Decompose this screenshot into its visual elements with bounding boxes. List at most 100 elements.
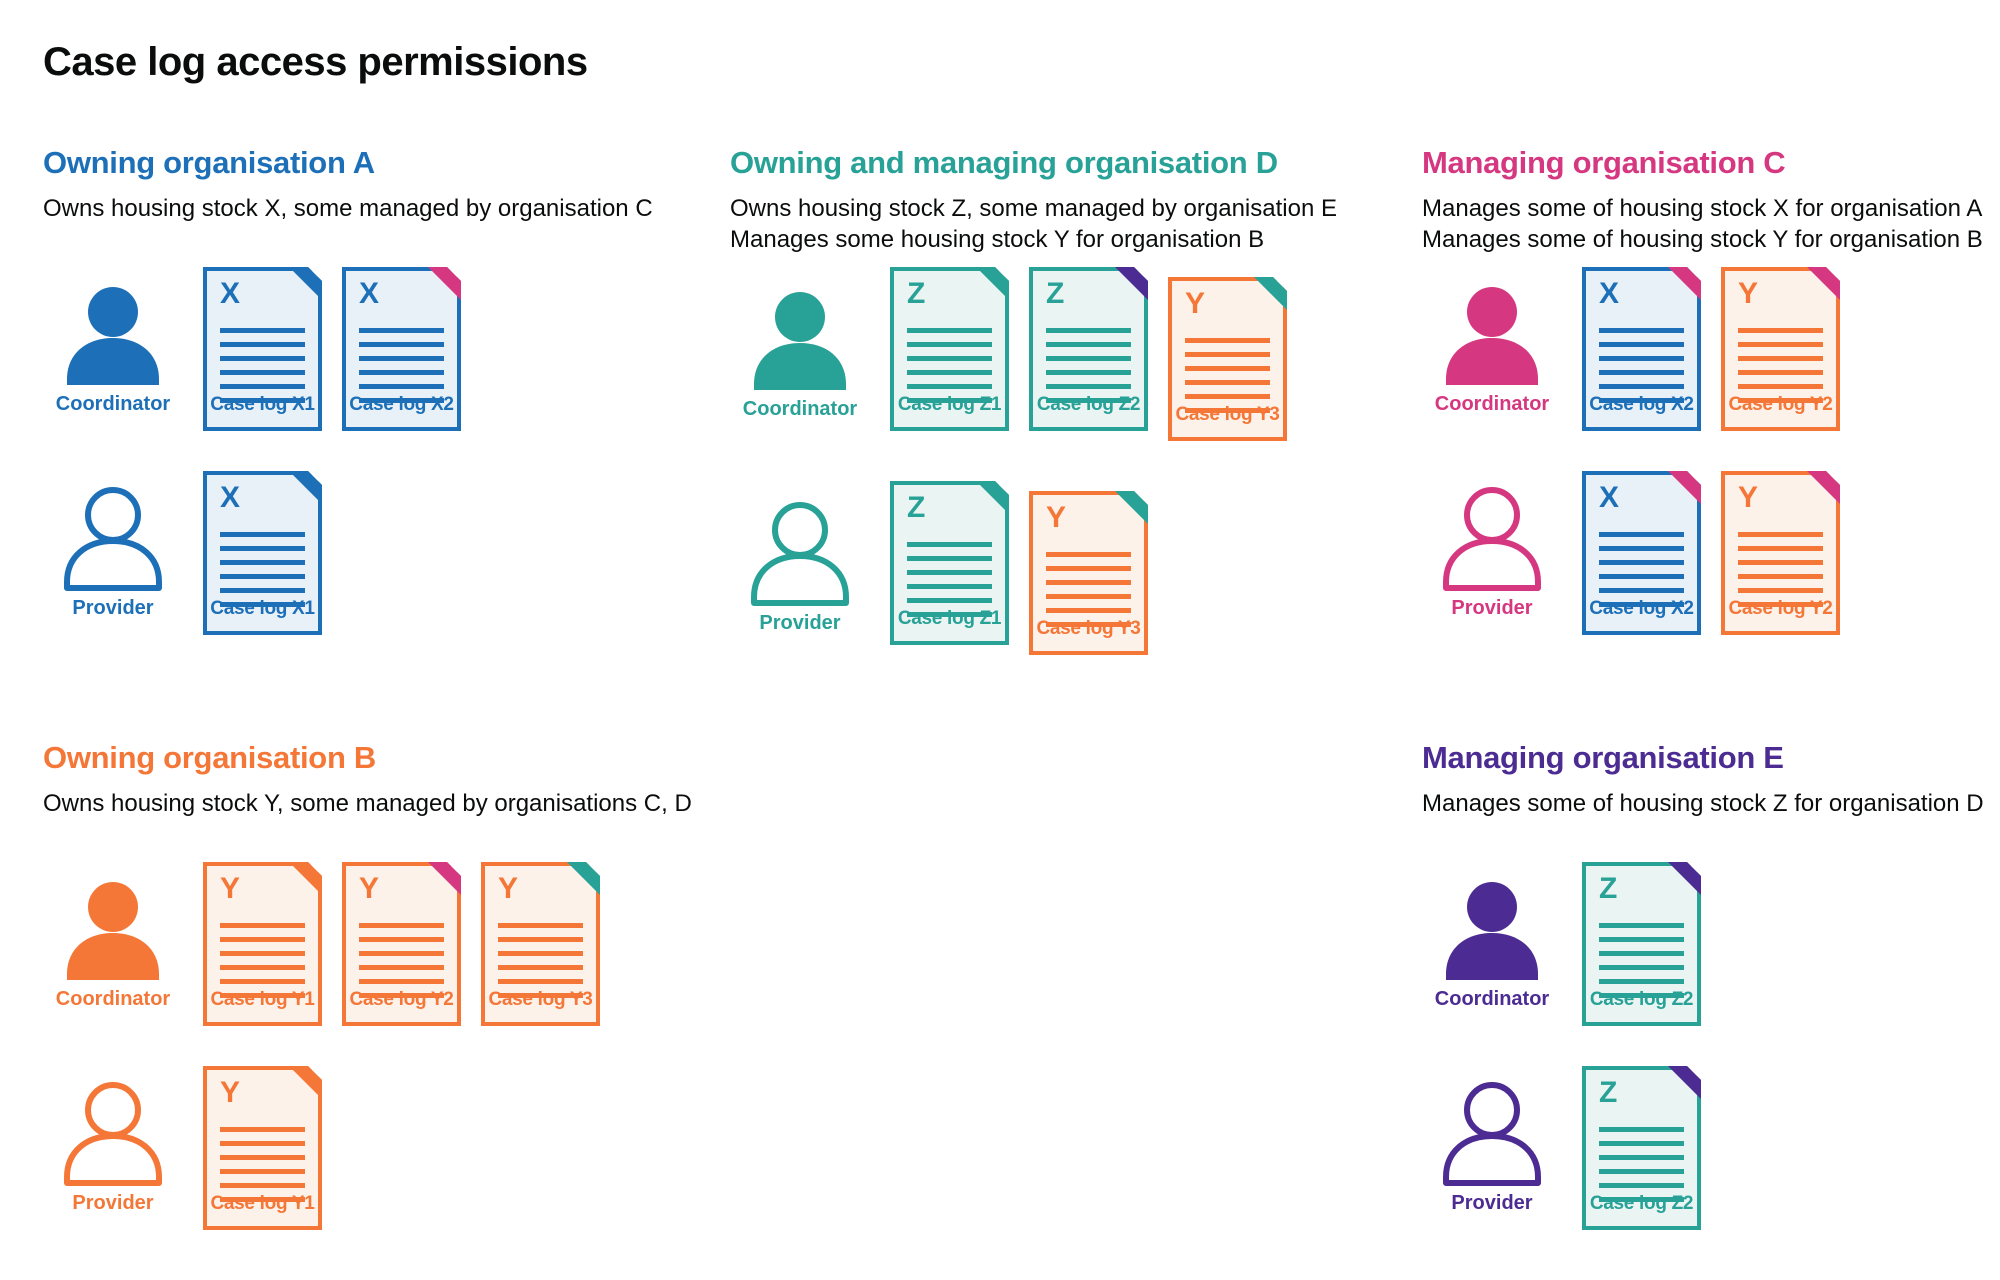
folded-corner-icon bbox=[1115, 267, 1148, 300]
document-text-lines-icon bbox=[1738, 328, 1823, 403]
section-title: Owning organisation B bbox=[43, 740, 376, 775]
document-caption: Case log X2 bbox=[1589, 598, 1694, 619]
provider-icon bbox=[1440, 1081, 1544, 1186]
person-block: Provider bbox=[730, 501, 870, 635]
case-log-docs: X Case log X1 X Case log X2 bbox=[203, 267, 461, 431]
coordinator-icon bbox=[1440, 878, 1544, 982]
person-outline-glyph bbox=[1443, 1081, 1541, 1186]
case-log-document: X Case log X1 bbox=[203, 471, 322, 635]
case-log-docs: Y Case log Y1 Y Case log Y2 Y bbox=[203, 862, 600, 1026]
folded-corner-icon bbox=[567, 862, 600, 895]
person-row: Coordinator Y Case log Y1 Y Case log Y2 … bbox=[43, 862, 730, 1026]
coordinator-icon bbox=[61, 283, 165, 387]
document-caption: Case log Y1 bbox=[210, 1193, 315, 1214]
person-role-label: Provider bbox=[759, 611, 841, 634]
document-letter: Y bbox=[220, 1076, 241, 1109]
document-letter: Z bbox=[1599, 872, 1618, 905]
section-description-line: Manages some of housing stock X for orga… bbox=[1422, 195, 1983, 222]
document-caption: Case log Z1 bbox=[897, 608, 1002, 629]
folded-corner-icon bbox=[428, 862, 461, 895]
section-description-line: Owns housing stock Z, some managed by or… bbox=[730, 195, 1337, 222]
person-row: Coordinator X Case log X1 X Case log X2 bbox=[43, 267, 730, 431]
person-row: Coordinator X Case log X2 Y Case log Y2 bbox=[1422, 267, 1984, 431]
document-letter: Z bbox=[907, 277, 926, 310]
document-text-lines-icon bbox=[359, 923, 444, 998]
folded-corner-icon bbox=[428, 267, 461, 300]
person-block: Coordinator bbox=[43, 283, 183, 416]
case-log-document: Y Case log Y2 bbox=[342, 862, 461, 1026]
folded-corner-icon bbox=[1668, 862, 1701, 895]
person-block: Coordinator bbox=[43, 878, 183, 1011]
permission-rows: Coordinator X Case log X1 X Case log X2 bbox=[43, 267, 730, 635]
document-caption: Case log Z2 bbox=[1589, 1193, 1694, 1214]
document-letter: Z bbox=[907, 491, 926, 524]
coordinator-icon bbox=[61, 878, 165, 982]
section-description-line: Owns housing stock X, some managed by or… bbox=[43, 195, 653, 222]
case-log-document: Y Case log Y2 bbox=[1721, 267, 1840, 431]
person-block: Provider bbox=[1422, 486, 1562, 620]
person-filled-glyph bbox=[754, 291, 846, 390]
document-caption: Case log X1 bbox=[210, 394, 315, 415]
case-log-docs: Z Case log Z2 bbox=[1582, 862, 1701, 1026]
provider-icon bbox=[61, 1081, 165, 1186]
document-letter: Y bbox=[1738, 481, 1759, 514]
document-caption: Case log Z1 bbox=[897, 394, 1002, 415]
document-letter: Y bbox=[220, 872, 241, 905]
person-row: Provider X Case log X2 Y Case log Y2 bbox=[1422, 471, 1984, 635]
document-caption: Case log Y3 bbox=[1036, 618, 1141, 639]
document-caption: Case log X2 bbox=[1589, 394, 1694, 415]
section-description: Owns housing stock X, some managed by or… bbox=[43, 193, 730, 257]
permission-rows: Coordinator X Case log X2 Y Case log Y2 bbox=[1422, 267, 1984, 635]
folded-corner-icon bbox=[976, 267, 1009, 300]
case-log-docs: Z Case log Z1 Y Case log Y3 bbox=[890, 481, 1148, 655]
document-caption: Case log Y3 bbox=[488, 989, 593, 1010]
person-block: Coordinator bbox=[730, 288, 870, 421]
document-text-lines-icon bbox=[1738, 532, 1823, 607]
folded-corner-icon bbox=[1254, 277, 1287, 310]
document-text-lines-icon bbox=[1599, 923, 1684, 998]
case-log-docs: X Case log X1 bbox=[203, 471, 322, 635]
person-filled-glyph bbox=[1446, 286, 1538, 385]
folded-corner-icon bbox=[1807, 471, 1840, 504]
section-description-line: Manages some of housing stock Z for orga… bbox=[1422, 790, 1984, 817]
person-role-label: Provider bbox=[72, 1191, 154, 1214]
document-text-lines-icon bbox=[359, 328, 444, 403]
section-description: Owns housing stock Y, some managed by or… bbox=[43, 788, 730, 852]
section-title: Owning organisation A bbox=[43, 145, 375, 180]
document-text-lines-icon bbox=[907, 542, 992, 617]
section-description: Owns housing stock Z, some managed by or… bbox=[730, 193, 1422, 257]
document-text-lines-icon bbox=[220, 328, 305, 403]
section-description-line: Manages some of housing stock Y for orga… bbox=[1422, 226, 1983, 253]
document-caption: Case log Y2 bbox=[349, 989, 454, 1010]
document-letter: X bbox=[220, 277, 241, 310]
case-log-document: Y Case log Y1 bbox=[203, 1066, 322, 1230]
person-role-label: Provider bbox=[1451, 1191, 1533, 1214]
document-letter: Z bbox=[1599, 1076, 1618, 1109]
document-text-lines-icon bbox=[1599, 1127, 1684, 1202]
document-letter: Z bbox=[1046, 277, 1065, 310]
case-log-document: Z Case log Z2 bbox=[1582, 862, 1701, 1026]
document-text-lines-icon bbox=[220, 923, 305, 998]
person-block: Provider bbox=[1422, 1081, 1562, 1215]
section-title: Managing organisation E bbox=[1422, 740, 1784, 775]
provider-icon bbox=[1440, 486, 1544, 591]
folded-corner-icon bbox=[1668, 471, 1701, 504]
person-block: Provider bbox=[43, 486, 183, 620]
document-caption: Case log Y2 bbox=[1728, 394, 1833, 415]
case-log-docs: Z Case log Z2 bbox=[1582, 1066, 1701, 1230]
section-description-line: Manages some housing stock Y for organis… bbox=[730, 226, 1265, 253]
folded-corner-icon bbox=[1668, 1066, 1701, 1099]
case-log-document: Z Case log Z2 bbox=[1029, 267, 1148, 431]
permission-rows: Coordinator Z Case log Z2 Provider Z bbox=[1422, 862, 1984, 1230]
person-role-label: Coordinator bbox=[1434, 987, 1550, 1010]
section-title: Managing organisation C bbox=[1422, 145, 1786, 180]
coordinator-icon bbox=[748, 288, 852, 392]
document-text-lines-icon bbox=[1599, 532, 1684, 607]
person-role-label: Provider bbox=[1451, 596, 1533, 619]
document-caption: Case log Y1 bbox=[210, 989, 315, 1010]
person-outline-glyph bbox=[64, 1081, 162, 1186]
case-log-document: Y Case log Y2 bbox=[1721, 471, 1840, 635]
document-letter: Y bbox=[1185, 287, 1206, 320]
page-title: Case log access permissions bbox=[43, 40, 588, 84]
case-log-document: X Case log X2 bbox=[1582, 267, 1701, 431]
